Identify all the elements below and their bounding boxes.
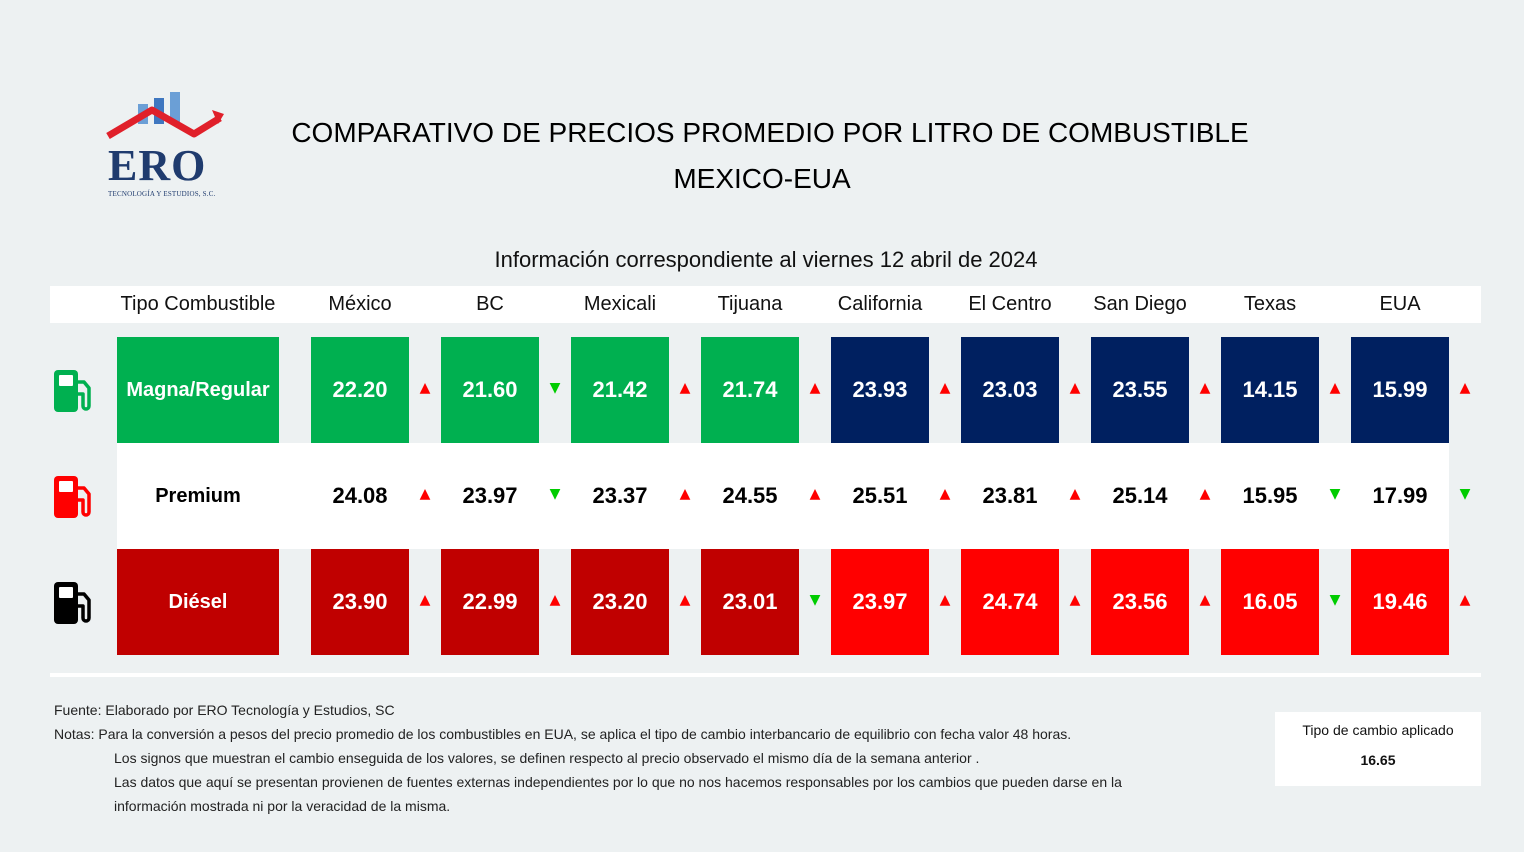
header-col: Tijuana (717, 293, 783, 315)
price-cell: 25.51 (831, 443, 929, 549)
fuel-type-label: Premium (117, 443, 279, 549)
price-cell: 25.14 (1091, 443, 1189, 549)
price-cell: 23.01 (701, 549, 799, 655)
header-fuel-type: Tipo Combustible (120, 293, 276, 315)
up-triangle-icon: ▲ (1199, 592, 1211, 608)
down-triangle-icon: ▼ (1329, 592, 1341, 608)
header-col: EUA (1379, 293, 1421, 315)
up-triangle-icon: ▲ (549, 592, 561, 608)
page-title: COMPARATIVO DE PRECIOS PROMEDIO POR LITR… (291, 117, 1249, 148)
price-cell: 23.97 (831, 549, 929, 655)
down-triangle-icon: ▼ (809, 592, 821, 608)
up-triangle-icon: ▲ (1069, 592, 1081, 608)
note-line: Notas: Para la conversión a pesos del pr… (54, 726, 1072, 742)
header-col: México (328, 293, 392, 315)
logo-subtitle: TECNOLOGÍA Y ESTUDIOS, S.C. (108, 190, 216, 198)
header-col: El Centro (968, 293, 1052, 315)
table-header: Tipo Combustible México BC Mexicali Tiju… (50, 286, 1481, 323)
price-cell: 23.55 (1091, 337, 1189, 443)
header-col: Mexicali (583, 293, 657, 315)
up-triangle-icon: ▲ (419, 592, 431, 608)
source-note: Fuente: Elaborado por ERO Tecnología y E… (54, 702, 395, 718)
price-cell: 17.99 (1351, 443, 1449, 549)
note-line: información mostrada ni por la veracidad… (114, 798, 451, 814)
up-triangle-icon: ▲ (419, 380, 431, 396)
price-cell: 22.20 (311, 337, 409, 443)
up-triangle-icon: ▲ (1069, 486, 1081, 502)
fuel-type-label: Magna/Regular (117, 337, 279, 443)
price-cell: 19.46 (1351, 549, 1449, 655)
price-cell: 21.74 (701, 337, 799, 443)
header-col: Texas (1243, 293, 1297, 315)
up-triangle-icon: ▲ (809, 486, 821, 502)
up-triangle-icon: ▲ (679, 592, 691, 608)
ero-logo: ERO TECNOLOGÍA Y ESTUDIOS, S.C. (104, 88, 228, 200)
down-triangle-icon: ▼ (549, 380, 561, 396)
price-cell: 14.15 (1221, 337, 1319, 443)
price-cell: 15.99 (1351, 337, 1449, 443)
exchange-rate-value: 16.65 (1360, 752, 1396, 768)
red-fuel-pump-icon (54, 476, 91, 518)
up-triangle-icon: ▲ (939, 380, 951, 396)
up-triangle-icon: ▲ (1459, 380, 1471, 396)
price-cell: 21.42 (571, 337, 669, 443)
price-cell: 23.20 (571, 549, 669, 655)
up-triangle-icon: ▲ (1199, 486, 1211, 502)
price-cell: 23.56 (1091, 549, 1189, 655)
price-cell: 23.97 (441, 443, 539, 549)
price-cell: 23.93 (831, 337, 929, 443)
price-cell: 16.05 (1221, 549, 1319, 655)
price-cell: 22.99 (441, 549, 539, 655)
down-triangle-icon: ▼ (1329, 486, 1341, 502)
price-cell: 23.03 (961, 337, 1059, 443)
header-col: San Diego (1093, 293, 1187, 315)
up-triangle-icon: ▲ (809, 380, 821, 396)
up-triangle-icon: ▲ (679, 380, 691, 396)
note-line: Las datos que aquí se presentan proviene… (114, 774, 1122, 790)
header-col: BC (476, 293, 504, 315)
up-triangle-icon: ▲ (1329, 380, 1341, 396)
logo-bars-arrow-icon (106, 92, 224, 140)
down-triangle-icon: ▼ (549, 486, 561, 502)
exchange-rate-box: Tipo de cambio aplicado 16.65 (1275, 712, 1481, 786)
price-cell: 24.74 (961, 549, 1059, 655)
green-fuel-pump-icon (54, 370, 91, 412)
logo-wordmark: ERO (108, 141, 207, 190)
notes: Fuente: Elaborado por ERO Tecnología y E… (54, 698, 1122, 818)
up-triangle-icon: ▲ (1069, 380, 1081, 396)
up-triangle-icon: ▲ (1199, 380, 1211, 396)
exchange-rate-label: Tipo de cambio aplicado (1302, 722, 1454, 738)
page-subtitle: MEXICO-EUA (673, 163, 851, 194)
up-triangle-icon: ▲ (679, 486, 691, 502)
price-cell: 23.81 (961, 443, 1059, 549)
fuel-type-label: Diésel (117, 549, 279, 655)
price-cell: 23.37 (571, 443, 669, 549)
price-cell: 23.90 (311, 549, 409, 655)
up-triangle-icon: ▲ (1459, 592, 1471, 608)
price-cell: 15.95 (1221, 443, 1319, 549)
date-info: Información correspondiente al viernes 1… (494, 247, 1038, 272)
up-triangle-icon: ▲ (419, 486, 431, 502)
header-col: California (837, 293, 923, 315)
price-cell: 24.08 (311, 443, 409, 549)
price-cell: 24.55 (701, 443, 799, 549)
down-triangle-icon: ▼ (1459, 486, 1471, 502)
note-line: Los signos que muestran el cambio ensegu… (114, 750, 980, 766)
black-fuel-pump-icon (54, 582, 91, 624)
price-cell: 21.60 (441, 337, 539, 443)
up-triangle-icon: ▲ (939, 592, 951, 608)
divider (50, 673, 1481, 677)
up-triangle-icon: ▲ (939, 486, 951, 502)
